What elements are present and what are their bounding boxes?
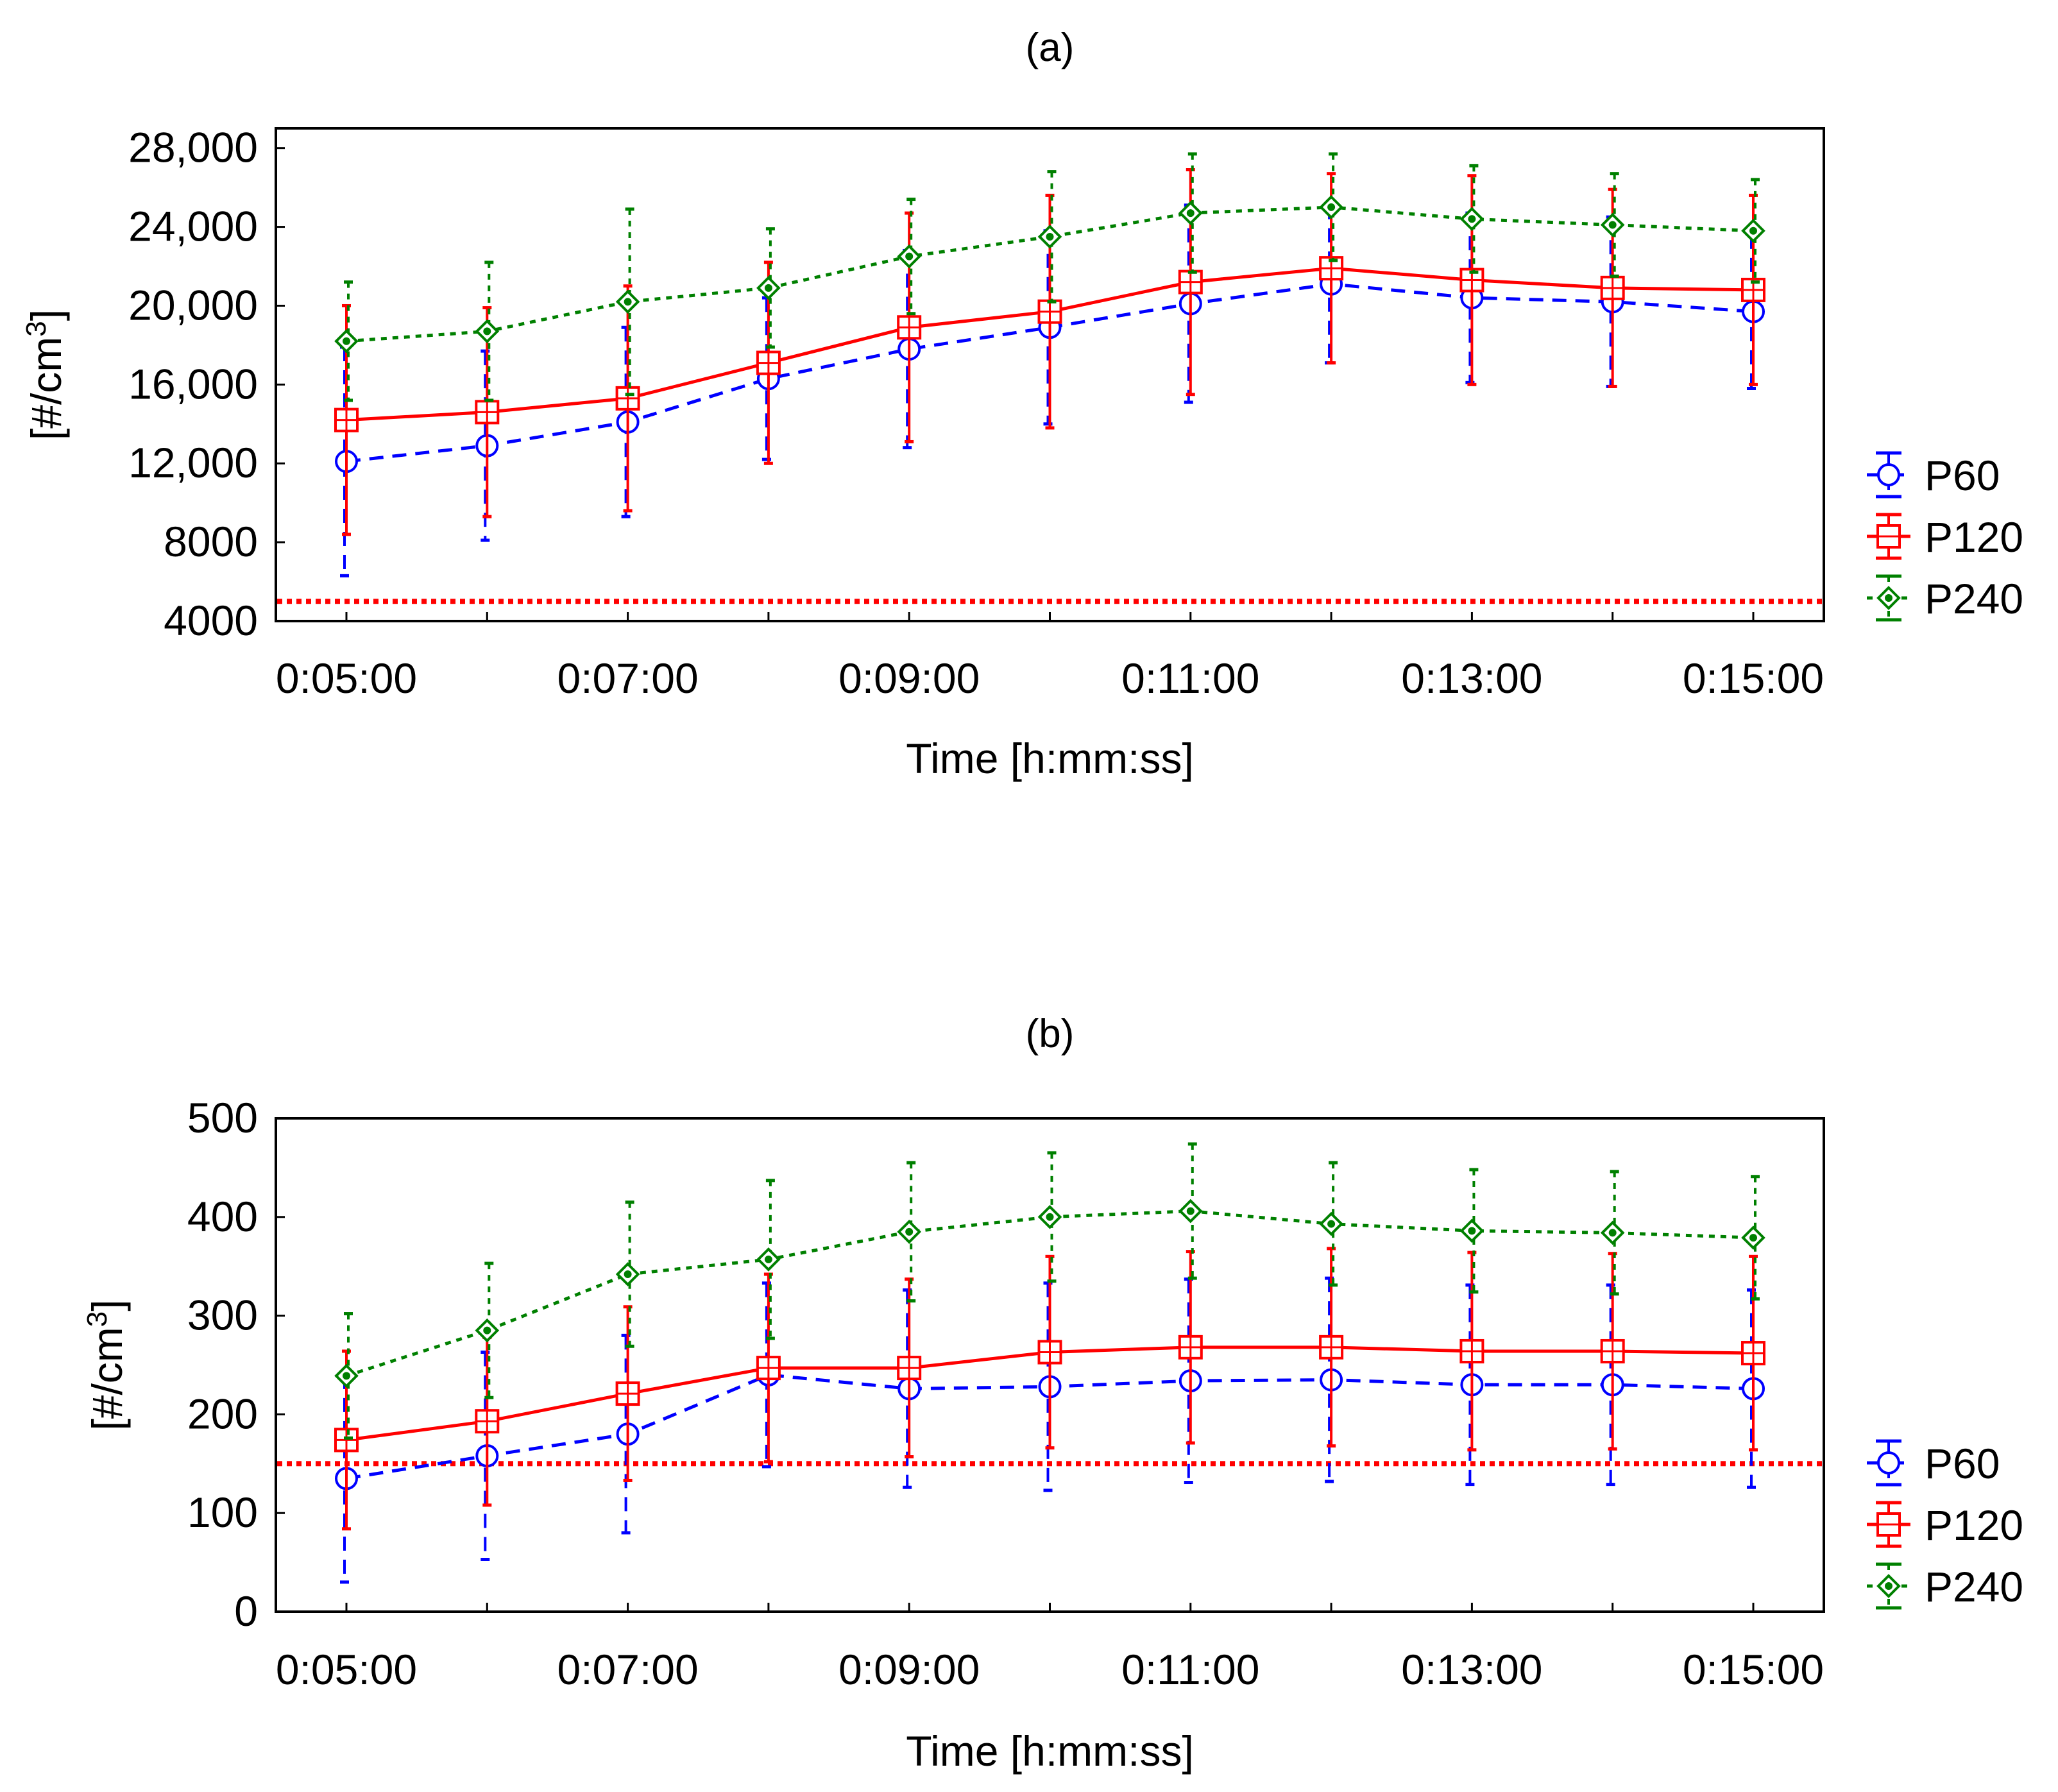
data-point-center [624,298,632,306]
data-point-center [764,1255,772,1263]
x-tick-label: 0:15:00 [1683,654,1824,702]
y-tick-label: 12,000 [128,439,258,486]
data-point-center [1046,232,1054,241]
data-point-center [1608,1229,1617,1237]
x-tick-label: 0:11:00 [1121,1646,1259,1693]
data-point-center [1608,221,1617,229]
data-point-center [1749,226,1757,235]
y-axis-label: [#/cm3] [21,309,70,440]
data-point-center [483,1326,491,1335]
legend: P60 P120 P240 [1867,1439,2023,1610]
legend-label: P120 [1925,513,2023,561]
legend-entry-p120: P120 [1867,513,2023,561]
data-point-center [343,337,350,345]
x-tick-label: 0:05:00 [276,1646,417,1693]
data-point-center [624,1270,632,1279]
x-axis-label: Time [h:mm:ss] [906,735,1194,782]
legend: P60 P120 P240 [1867,451,2023,622]
data-point-center [1749,1234,1757,1242]
x-tick-label: 0:13:00 [1401,654,1542,702]
data-point-center [905,1227,914,1236]
y-tick-label: 200 [187,1390,258,1437]
legend-marker [1877,1451,1900,1474]
x-tick-label: 0:07:00 [557,1646,698,1693]
legend-label: P60 [1925,452,2000,499]
y-tick-label: 500 [187,1094,258,1141]
x-axis-label: Time [h:mm:ss] [906,1727,1194,1775]
y-tick-label: 4000 [164,597,258,644]
legend-marker-center [1885,1582,1892,1590]
data-point-center [764,284,772,292]
legend-label: P240 [1925,1563,2023,1610]
chart-a: (a) 4000 8000 12,000 16,000 20,000 24,000 28,00… [21,26,2023,782]
legend-entry-p120: P120 [1867,1501,2023,1549]
data-point-center [905,252,914,260]
legend-entry-p60: P60 [1867,1439,2000,1487]
y-axis-label: [#/cm3] [81,1299,131,1430]
series-p120 [334,168,1765,536]
data-point-center [343,1372,350,1380]
y-tick-label: 8000 [164,518,258,565]
y-tick-label: 24,000 [128,203,258,250]
legend-label: P60 [1925,1440,2000,1487]
y-tick-label: 16,000 [128,360,258,407]
x-tick-label: 0:13:00 [1401,1646,1542,1693]
x-tick-label: 0:09:00 [838,1646,980,1693]
x-tick-label: 0:07:00 [557,654,698,702]
data-point-center [1468,215,1476,223]
x-tick-label: 0:05:00 [276,654,417,702]
chart-title: (b) [1026,1012,1075,1056]
legend-entry-p240: P240 [1867,574,2023,622]
series-p120 [334,1247,1765,1531]
data-point-center [1186,209,1195,218]
x-tick-label: 0:15:00 [1683,1646,1824,1693]
x-tick-label: 0:09:00 [838,654,980,702]
chart-title: (a) [1026,26,1075,70]
data-point-center [1327,203,1336,211]
series-p240 [334,1142,1765,1440]
chart-b: (b) 0 100 200 300 400 500 0:05:00 0:07:00 0:09:00… [81,1012,2023,1775]
x-tick-label: 0:11:00 [1121,654,1259,702]
legend-marker [1877,463,1900,486]
data-point-center [1468,1227,1476,1235]
legend-entry-p60: P60 [1867,451,2000,499]
y-tick-label: 300 [187,1292,258,1339]
legend-label: P240 [1925,575,2023,622]
y-tick-label: 400 [187,1193,258,1240]
data-point-center [1046,1213,1054,1221]
data-point-center [1327,1220,1336,1228]
y-tick-label: 28,000 [128,124,258,171]
data-point-center [483,327,491,336]
legend-entry-p240: P240 [1867,1562,2023,1610]
series-p240 [334,152,1765,402]
y-tick-label: 20,000 [128,281,258,329]
data-point-center [1186,1207,1195,1215]
legend-marker-center [1885,594,1892,602]
legend-label: P120 [1925,1501,2023,1549]
y-tick-label: 0 [234,1587,258,1635]
y-tick-label: 100 [187,1489,258,1536]
